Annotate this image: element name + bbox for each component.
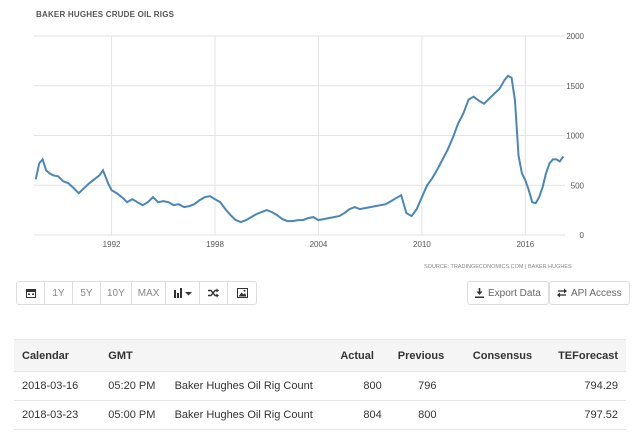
range-5y-button[interactable]: 5Y — [73, 282, 101, 304]
range-max-button[interactable]: MAX — [131, 282, 167, 304]
y-tick-label: 0 — [580, 231, 585, 240]
calendar-button[interactable] — [17, 282, 45, 304]
range-10y-button[interactable]: 10Y — [101, 282, 132, 304]
image-button[interactable] — [228, 282, 257, 304]
x-tick-label: 2004 — [310, 240, 328, 249]
chart-toolbar: 1Y 5Y 10Y MAX — [16, 281, 258, 305]
compare-button[interactable] — [200, 282, 229, 304]
cell-consensus — [464, 400, 551, 430]
cell-event[interactable]: Baker Hughes Oil Rig Count — [166, 400, 333, 430]
x-tick-label: 2010 — [413, 240, 431, 249]
api-access-button[interactable]: API Access — [549, 281, 630, 305]
swap-icon — [557, 288, 567, 298]
chart-source: SOURCE: TRADINGECONOMICS.COM | BAKER HUG… — [424, 264, 572, 270]
chart-title: BAKER HUGHES CRUDE OIL RIGS — [36, 10, 175, 19]
header-teforecast: TEForecast — [550, 339, 626, 372]
cell-teforecast: 797.52 — [550, 400, 626, 430]
bar-chart-icon — [173, 288, 192, 298]
table-row[interactable]: 2018-03-16 05:20 PM Baker Hughes Oil Rig… — [14, 371, 626, 401]
header-consensus: Consensus — [464, 339, 551, 372]
header-event — [166, 339, 333, 372]
x-tick-label: 1998 — [206, 240, 224, 249]
cell-consensus — [464, 371, 551, 401]
shuffle-icon — [208, 288, 220, 298]
header-gmt: GMT — [100, 339, 167, 372]
cell-gmt: 05:00 PM — [100, 400, 167, 430]
header-actual: Actual — [332, 339, 390, 372]
cell-event[interactable]: Baker Hughes Oil Rig Count — [166, 371, 333, 401]
calendar-icon — [25, 289, 36, 298]
chart-type-button[interactable] — [166, 282, 201, 304]
x-tick-label: 2016 — [516, 240, 534, 249]
cell-previous: 796 — [389, 371, 465, 401]
cell-actual: 800 — [332, 371, 390, 401]
export-data-label: Export Data — [488, 287, 541, 299]
x-tick-label: 1992 — [103, 240, 121, 249]
y-tick-label: 2000 — [566, 32, 584, 41]
export-data-button[interactable]: Export Data — [467, 281, 549, 305]
cell-calendar: 2018-03-23 — [14, 400, 101, 430]
cell-gmt: 05:20 PM — [100, 371, 167, 401]
calendar-table: Calendar GMT Actual Previous Consensus T… — [14, 339, 626, 430]
table-header-row: Calendar GMT Actual Previous Consensus T… — [14, 339, 626, 372]
cell-calendar: 2018-03-16 — [14, 371, 101, 401]
table-row[interactable]: 2018-03-23 05:00 PM Baker Hughes Oil Rig… — [14, 400, 626, 430]
series-line-crude-oil-rigs — [34, 74, 565, 224]
y-tick-label: 500 — [571, 181, 585, 190]
download-icon — [475, 288, 484, 298]
cell-actual: 804 — [332, 400, 390, 430]
y-tick-label: 1000 — [566, 132, 584, 141]
cell-teforecast: 794.29 — [550, 371, 626, 401]
cell-previous: 800 — [389, 400, 465, 430]
y-tick-label: 1500 — [566, 82, 584, 91]
header-previous: Previous — [389, 339, 465, 372]
range-1y-button[interactable]: 1Y — [45, 282, 73, 304]
line-chart: 1992 1998 2004 2010 2016 0 500 1000 1500 2000 — [34, 32, 585, 249]
image-icon — [236, 288, 248, 298]
api-access-label: API Access — [571, 287, 622, 299]
header-calendar: Calendar — [14, 339, 101, 372]
